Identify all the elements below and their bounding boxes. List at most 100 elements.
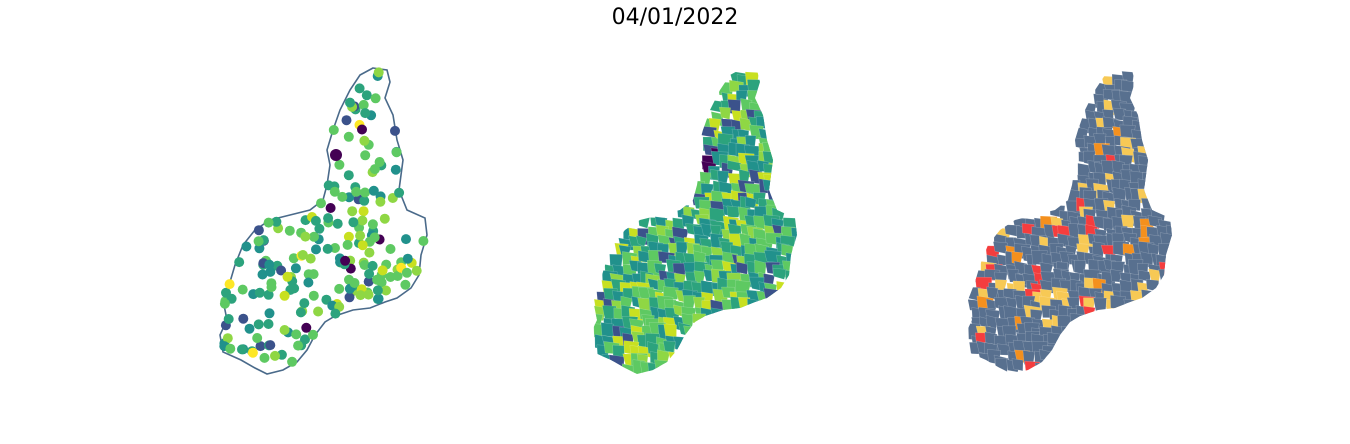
municipality-region bbox=[600, 322, 615, 338]
municipality-point bbox=[360, 187, 370, 198]
municipality-point bbox=[310, 215, 321, 226]
municipality-point bbox=[308, 269, 319, 280]
municipality-point bbox=[241, 241, 252, 252]
choropleth-map bbox=[591, 70, 797, 374]
municipality-point bbox=[357, 215, 368, 226]
municipality-point bbox=[373, 67, 384, 78]
municipality-category-region bbox=[1140, 198, 1155, 210]
municipality-category-region bbox=[1110, 295, 1126, 311]
municipality-point bbox=[377, 265, 388, 276]
municipality-point bbox=[357, 124, 367, 135]
municipality-point bbox=[263, 217, 274, 228]
municipality-point bbox=[276, 265, 287, 276]
municipality-point bbox=[400, 279, 411, 290]
municipality-point bbox=[253, 236, 264, 247]
municipality-point bbox=[340, 255, 351, 266]
municipality-category-region bbox=[1046, 332, 1061, 345]
municipality-point bbox=[348, 217, 359, 228]
municipality-region bbox=[637, 214, 651, 229]
municipality-point bbox=[238, 313, 249, 324]
municipality-point bbox=[358, 99, 369, 110]
municipality-point bbox=[343, 131, 354, 142]
municipality-point bbox=[394, 187, 405, 198]
municipality-category-region bbox=[1141, 289, 1155, 303]
municipality-point bbox=[313, 306, 324, 317]
municipality-region bbox=[608, 354, 625, 371]
municipality-point bbox=[224, 279, 235, 290]
municipality-point bbox=[303, 277, 314, 288]
municipality-region bbox=[763, 287, 779, 304]
municipality-point bbox=[314, 223, 325, 234]
municipality-point bbox=[360, 150, 371, 161]
municipality-region bbox=[654, 359, 670, 374]
municipality-point bbox=[374, 157, 385, 167]
municipality-point bbox=[357, 240, 368, 251]
municipality-category-region bbox=[1158, 268, 1172, 286]
municipality-point bbox=[295, 307, 306, 318]
municipality-region bbox=[726, 205, 741, 218]
municipality-point bbox=[330, 243, 340, 253]
municipality-point bbox=[311, 244, 321, 255]
municipality-point bbox=[367, 260, 378, 271]
municipality-point bbox=[253, 225, 264, 236]
municipality-point bbox=[265, 266, 276, 277]
municipality-category-region bbox=[1123, 298, 1140, 313]
municipality-point bbox=[323, 213, 334, 224]
municipality-category-region bbox=[1011, 358, 1024, 372]
municipality-region bbox=[772, 267, 788, 280]
municipality-point bbox=[379, 213, 390, 224]
municipality-point bbox=[253, 319, 264, 330]
municipality-point bbox=[291, 329, 302, 340]
municipality-category-region bbox=[1060, 325, 1076, 342]
municipality-point bbox=[316, 198, 326, 209]
municipality-point bbox=[344, 292, 355, 303]
municipality-region bbox=[776, 280, 790, 299]
municipality-point bbox=[308, 329, 318, 340]
municipality-point bbox=[418, 236, 429, 246]
municipality-point bbox=[271, 216, 282, 227]
municipality-region bbox=[668, 351, 684, 365]
municipality-region bbox=[700, 223, 713, 238]
municipality-point bbox=[330, 308, 341, 319]
municipality-point bbox=[345, 97, 355, 108]
municipality-point bbox=[237, 284, 248, 295]
municipality-point bbox=[361, 90, 372, 101]
municipality-region bbox=[747, 298, 762, 316]
highlight-point bbox=[330, 149, 342, 161]
municipality-category-region bbox=[1082, 305, 1096, 318]
municipality-point bbox=[263, 319, 274, 329]
municipality-point bbox=[368, 185, 379, 196]
municipality-point bbox=[247, 347, 258, 358]
municipality-point bbox=[308, 290, 319, 301]
municipality-point bbox=[364, 247, 375, 258]
municipality-point bbox=[342, 239, 353, 250]
municipality-point bbox=[334, 159, 345, 170]
municipality-point bbox=[323, 180, 334, 191]
municipality-point bbox=[289, 283, 300, 294]
municipality-point bbox=[351, 186, 362, 197]
municipality-point bbox=[244, 323, 255, 334]
municipality-point bbox=[355, 230, 366, 241]
municipality-point bbox=[359, 260, 370, 270]
municipality-point bbox=[337, 191, 348, 202]
municipality-point bbox=[297, 250, 308, 260]
municipality-region bbox=[663, 286, 679, 300]
municipality-point bbox=[284, 225, 295, 236]
municipality-point bbox=[343, 170, 354, 181]
municipality-point bbox=[219, 298, 230, 309]
municipality-point bbox=[360, 108, 371, 119]
municipality-point bbox=[282, 271, 293, 282]
municipality-category-region bbox=[1145, 279, 1159, 293]
municipality-point bbox=[279, 290, 290, 301]
municipality-point bbox=[363, 276, 374, 287]
municipality-region bbox=[739, 117, 752, 131]
municipality-point bbox=[363, 289, 374, 300]
municipality-point bbox=[264, 308, 275, 319]
municipality-point bbox=[349, 278, 360, 288]
municipality-category-region bbox=[1034, 362, 1048, 374]
category-map bbox=[966, 70, 1172, 374]
municipality-point bbox=[385, 244, 396, 254]
municipality-point bbox=[263, 289, 274, 300]
municipality-point bbox=[401, 234, 411, 245]
figure-title: 04/01/2022 bbox=[611, 5, 739, 30]
